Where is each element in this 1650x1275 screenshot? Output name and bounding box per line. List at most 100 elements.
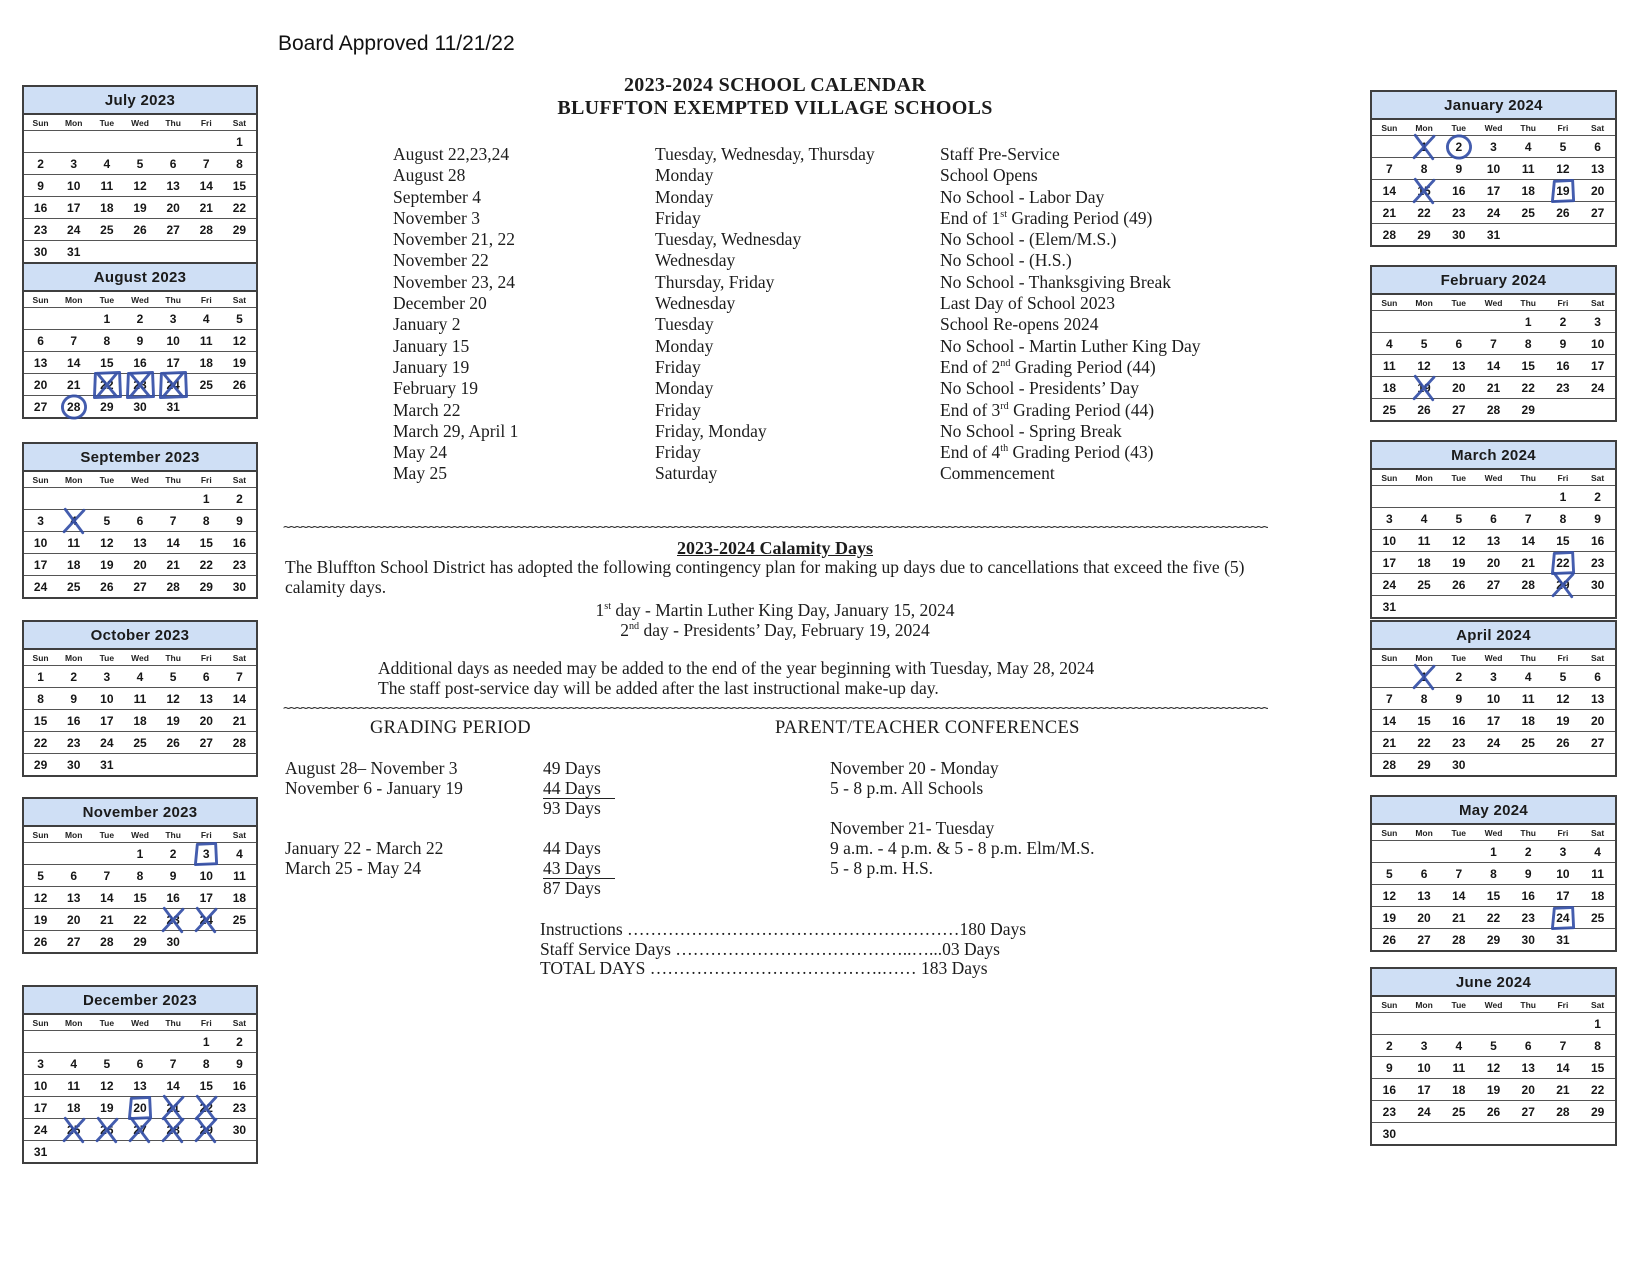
calendar-day-cell: 30 <box>1521 932 1535 947</box>
calendar-day-cell: 22 <box>190 1094 223 1121</box>
calendar-day-cell: 11 <box>199 333 213 348</box>
calendar-day-cell: 4 <box>1420 511 1428 526</box>
event-weekday: Friday <box>655 356 701 377</box>
calendar-week-row: 27 28 29 30 31 <box>24 393 256 420</box>
weekday-label: Wed <box>131 830 149 840</box>
calendar-day-cell: 1 <box>1407 663 1442 690</box>
calendar-day-cell: 15 <box>232 178 247 193</box>
weekday-label: Wed <box>131 118 149 128</box>
calendar-week-row: 16 17 18 19 20 21 22 <box>1372 1079 1615 1101</box>
event-date: August 28 <box>393 165 466 186</box>
event-row: August 22,23,24 Tuesday, Wednesday, Thurs… <box>393 144 1293 165</box>
calendar-day-cell: 4 <box>202 311 210 326</box>
calendar-day-cell: 24 <box>67 222 81 237</box>
calendar-day-cell: 13 <box>1452 358 1466 373</box>
calendar-month-title: May 2024 <box>1372 797 1615 825</box>
calendar-day-cell: 27 <box>1590 205 1605 220</box>
calendar-day-cell: 22 <box>1417 735 1431 750</box>
calendar-day-cell: 28 <box>166 579 180 594</box>
calendar-week-row: 30 <box>1372 1123 1615 1144</box>
event-description: No School - Spring Break <box>940 420 1122 441</box>
weekday-label: Sun <box>32 1018 49 1028</box>
calendar-day-cell: 2 <box>236 491 243 506</box>
calendar-day-cell: 20 <box>133 557 147 572</box>
calendar-week-row: 22 23 24 25 26 27 28 <box>24 732 256 754</box>
grading-days: 49 Days <box>543 758 601 778</box>
calendar-day-cell <box>90 843 123 864</box>
calendar-day-cell: 6 <box>1455 336 1463 351</box>
calendar-day-cell <box>157 131 190 152</box>
calamity-paragraph: The Bluffton School District has adopted… <box>285 557 1245 597</box>
calendar-week-row: 5 6 7 8 9 10 11 <box>24 865 256 887</box>
calendar-day-cell <box>1407 311 1442 332</box>
wavy-divider: ~~~~~~~~~~~~~~~~~~~~~~~~~~~~~~~~~~~~~~~~… <box>283 520 1268 534</box>
calendar-week-row: 21 22 23 24 25 26 27 <box>1372 732 1615 754</box>
weekday-label: Tue <box>1451 298 1467 308</box>
calendar-day-cell: 20 <box>166 200 180 215</box>
calendar-day-cell: 10 <box>1382 533 1397 548</box>
calendar-day-cell: 15 <box>199 535 213 550</box>
calendar-day-cell: 13 <box>133 1078 147 1093</box>
calendar-day-cell <box>57 308 90 329</box>
calendar-day-cell <box>123 1141 156 1162</box>
grading-days: 43 Days <box>543 858 830 879</box>
box-mark-icon <box>1550 550 1575 575</box>
weekday-label: Tue <box>1451 1000 1467 1010</box>
weekday-label: Sun <box>1381 828 1398 838</box>
calendar-day-cell: 20 <box>1590 713 1605 728</box>
calendar-day-cell <box>1476 311 1511 332</box>
calendar-week-row: 14 15 16 17 18 19 20 <box>1372 710 1615 732</box>
calendar-day-cell: 8 <box>1490 866 1497 881</box>
calendar-day-cell: 4 <box>1594 844 1601 859</box>
x-mark-icon <box>62 1116 86 1143</box>
calendar-day-cell: 19 <box>232 355 247 370</box>
calendar-day-cell: 18 <box>1382 380 1397 395</box>
calendar-march-2024: March 2024 Sun Mon Tue Wed Thu Fri Sat 1 2 3 4 5 6 7 8 9… <box>1370 440 1617 619</box>
calendar-day-cell <box>1441 596 1476 617</box>
x-mark-icon <box>194 1094 218 1121</box>
x-mark-icon <box>1412 663 1436 690</box>
calendar-day-cell: 20 <box>33 377 48 392</box>
calendar-day-cell: 14 <box>166 535 180 550</box>
calendar-day-cell: 1 <box>1407 133 1442 160</box>
calendar-day-cell: 6 <box>1594 669 1601 684</box>
calendar-day-cell: 1 <box>37 669 44 684</box>
circle-mark-icon <box>1445 133 1472 160</box>
calendar-day-cell: 25 <box>1417 577 1431 592</box>
grading-period-range: March 25 - May 24 <box>285 858 422 878</box>
calendar-week-row: 1 2 3 4 5 <box>24 308 256 330</box>
calendar-week-row: 26 27 28 29 30 <box>24 931 256 952</box>
calendar-day-cell: 17 <box>1486 713 1501 728</box>
calendar-day-cell: 7 <box>202 156 210 171</box>
calendar-day-cell: 10 <box>67 178 81 193</box>
calendar-day-cell: 18 <box>100 200 114 215</box>
calendar-day-cell: 23 <box>157 906 190 933</box>
calendar-day-cell: 8 <box>202 1056 210 1071</box>
grading-row: August 28– November 3 49 Days November 20 … <box>285 758 1270 778</box>
calendar-day-cell: 28 <box>57 393 90 420</box>
calendar-day-cell: 10 <box>1486 161 1501 176</box>
calendar-day-cell: 25 <box>1452 1104 1466 1119</box>
calendar-day-cell: 18 <box>67 557 81 572</box>
calendar-day-cell: 16 <box>232 535 247 550</box>
calendar-day-cell: 17 <box>1486 183 1501 198</box>
calendar-day-cell: 13 <box>1521 1060 1535 1075</box>
calendar-week-row: 31 <box>24 1141 256 1162</box>
weekday-label: Thu <box>165 295 181 305</box>
weekday-label: Fri <box>1557 1000 1569 1010</box>
calendar-day-cell: 21 <box>67 377 81 392</box>
calendar-day-cell: 7 <box>1559 1038 1567 1053</box>
calendar-day-cell <box>123 241 156 262</box>
calendar-day-cell: 26 <box>1452 577 1466 592</box>
calendar-day-cell <box>1476 1013 1511 1034</box>
calendar-day-cell: 19 <box>1556 713 1570 728</box>
calendar-day-cell: 26 <box>33 934 48 949</box>
calendar-august-2023: August 2023 Sun Mon Tue Wed Thu Fri Sat 1 2 3 4 5 6 7 8… <box>22 262 258 420</box>
calendar-day-cell: 26 <box>166 735 180 750</box>
event-weekday: Friday <box>655 399 701 420</box>
calendar-day-cell <box>90 241 123 262</box>
calendar-day-cell: 27 <box>199 735 213 750</box>
calendar-day-cell: 26 <box>232 377 247 392</box>
weekday-label: Thu <box>1520 828 1536 838</box>
calendar-day-cell <box>1407 1123 1442 1144</box>
